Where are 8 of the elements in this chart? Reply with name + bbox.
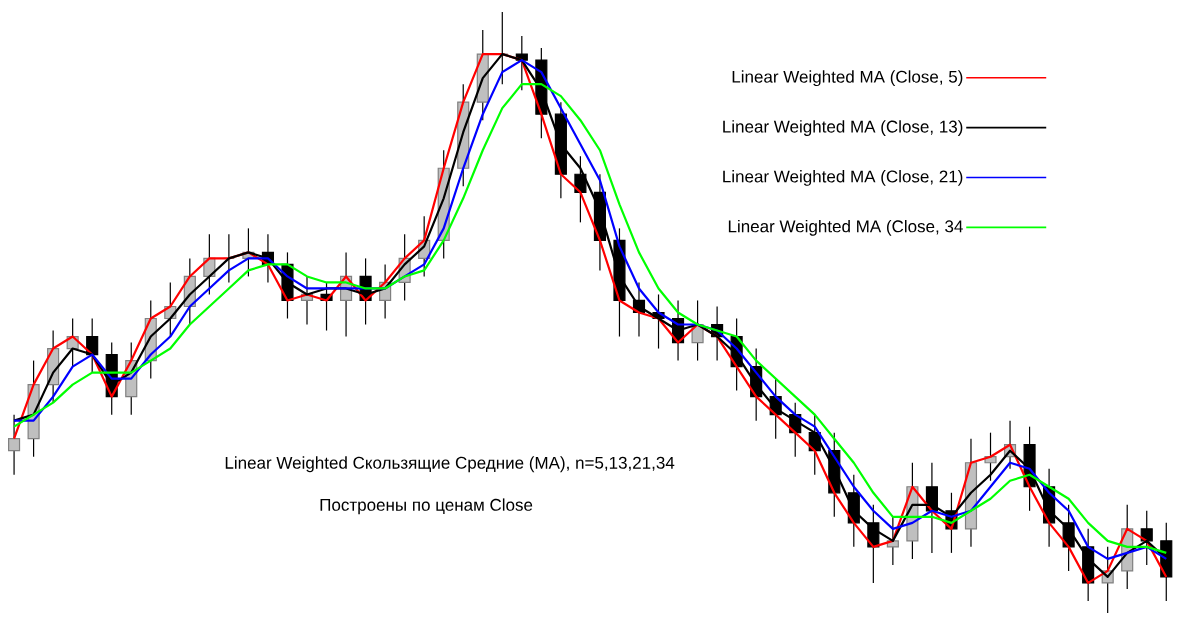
legend-label: Linear Weighted MA (Close, 21) xyxy=(723,170,963,186)
annotation: Linear Weighted Скользящие Средние (MA), n=5,13,21,34 xyxy=(225,456,675,473)
legend-label: Linear Weighted MA (Close, 34 xyxy=(728,219,963,236)
candlestick xyxy=(886,516,899,566)
legend-label: Linear Weighted MA (Close, 5) xyxy=(732,70,963,87)
candlestick xyxy=(1140,510,1153,566)
annotation: Построены по ценам Close xyxy=(320,498,533,515)
legend-label: Linear Weighted MA (Close, 13) xyxy=(723,120,963,136)
